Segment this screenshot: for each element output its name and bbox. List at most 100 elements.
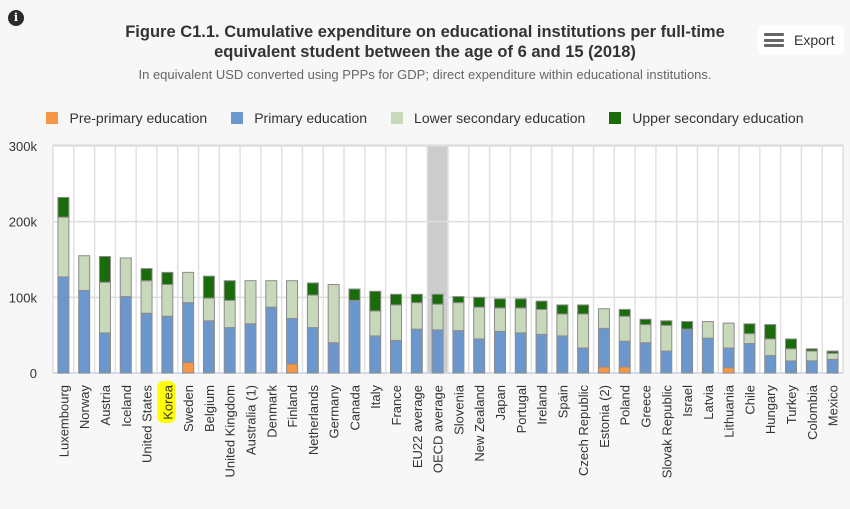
bar-stack[interactable] xyxy=(140,268,153,374)
bar-segment-primary-education[interactable] xyxy=(514,332,527,374)
bar-segment-lower-secondary-education[interactable] xyxy=(785,348,798,362)
bar-stack[interactable] xyxy=(306,282,319,374)
bar-segment-primary-education[interactable] xyxy=(577,347,590,374)
bar-stack[interactable] xyxy=(119,257,132,374)
bar-segment-primary-education[interactable] xyxy=(119,296,132,374)
bar-stack[interactable] xyxy=(826,350,839,374)
bar-segment-lower-secondary-education[interactable] xyxy=(98,281,111,334)
bar-segment-primary-education[interactable] xyxy=(597,327,610,368)
bar-segment-lower-secondary-education[interactable] xyxy=(119,257,132,298)
bar-segment-lower-secondary-education[interactable] xyxy=(182,271,195,304)
bar-segment-lower-secondary-education[interactable] xyxy=(286,280,299,320)
bar-stack[interactable] xyxy=(265,280,278,374)
bar-segment-lower-secondary-education[interactable] xyxy=(410,302,423,330)
bar-segment-upper-secondary-education[interactable] xyxy=(348,288,361,301)
bar-segment-primary-education[interactable] xyxy=(369,335,382,374)
bar-stack[interactable] xyxy=(722,322,735,374)
bar-stack[interactable] xyxy=(639,318,652,374)
bar-segment-upper-secondary-education[interactable] xyxy=(785,338,798,350)
bar-segment-lower-secondary-education[interactable] xyxy=(390,304,403,341)
bar-segment-upper-secondary-education[interactable] xyxy=(681,321,694,330)
bar-stack[interactable] xyxy=(202,275,215,374)
bar-stack[interactable] xyxy=(785,338,798,374)
bar-stack[interactable] xyxy=(369,290,382,374)
bar-segment-upper-secondary-education[interactable] xyxy=(639,318,652,326)
bar-segment-lower-secondary-education[interactable] xyxy=(202,297,215,322)
legend-item-upper-secondary[interactable]: Upper secondary education xyxy=(609,110,804,126)
bar-segment-upper-secondary-education[interactable] xyxy=(535,300,548,310)
bar-segment-lower-secondary-education[interactable] xyxy=(514,307,527,334)
bar-segment-upper-secondary-education[interactable] xyxy=(98,255,111,283)
legend-item-primary[interactable]: Primary education xyxy=(231,110,367,126)
bar-stack[interactable] xyxy=(57,196,70,374)
bar-segment-primary-education[interactable] xyxy=(265,306,278,374)
bar-segment-lower-secondary-education[interactable] xyxy=(244,280,257,325)
bar-segment-upper-secondary-education[interactable] xyxy=(660,320,673,326)
bar-segment-upper-secondary-education[interactable] xyxy=(390,293,403,306)
bar-stack[interactable] xyxy=(577,304,590,374)
bar-stack[interactable] xyxy=(764,324,777,374)
bar-segment-primary-education[interactable] xyxy=(202,320,215,374)
bar-segment-upper-secondary-education[interactable] xyxy=(57,196,70,218)
bar-stack[interactable] xyxy=(660,320,673,374)
bar-stack[interactable] xyxy=(743,323,756,374)
bar-segment-pre-primary-education[interactable] xyxy=(182,361,195,374)
bar-segment-upper-secondary-education[interactable] xyxy=(764,324,777,340)
bar-segment-upper-secondary-education[interactable] xyxy=(826,350,839,354)
bar-segment-upper-secondary-education[interactable] xyxy=(493,298,506,309)
bar-segment-upper-secondary-education[interactable] xyxy=(161,271,174,285)
bar-segment-lower-secondary-education[interactable] xyxy=(826,352,839,360)
bar-segment-lower-secondary-education[interactable] xyxy=(722,322,735,349)
bar-segment-pre-primary-education[interactable] xyxy=(618,366,631,374)
bar-stack[interactable] xyxy=(431,293,444,374)
bar-stack[interactable] xyxy=(514,298,527,374)
bar-segment-primary-education[interactable] xyxy=(805,360,818,374)
bar-segment-lower-secondary-education[interactable] xyxy=(660,324,673,352)
bar-segment-upper-secondary-education[interactable] xyxy=(140,268,153,282)
bar-segment-lower-secondary-education[interactable] xyxy=(265,280,278,308)
bar-segment-upper-secondary-education[interactable] xyxy=(743,323,756,335)
bar-segment-primary-education[interactable] xyxy=(556,335,569,374)
bar-segment-lower-secondary-education[interactable] xyxy=(140,280,153,314)
bar-segment-lower-secondary-education[interactable] xyxy=(57,216,70,278)
bar-segment-primary-education[interactable] xyxy=(244,323,257,374)
bar-segment-primary-education[interactable] xyxy=(681,328,694,374)
bar-segment-primary-education[interactable] xyxy=(764,355,777,374)
bar-segment-pre-primary-education[interactable] xyxy=(597,366,610,374)
bar-segment-lower-secondary-education[interactable] xyxy=(78,255,91,292)
bar-stack[interactable] xyxy=(161,271,174,374)
bar-segment-primary-education[interactable] xyxy=(182,302,195,363)
bar-segment-lower-secondary-education[interactable] xyxy=(369,310,382,337)
bar-segment-lower-secondary-education[interactable] xyxy=(452,302,465,332)
bar-stack[interactable] xyxy=(327,283,340,374)
bar-segment-primary-education[interactable] xyxy=(785,360,798,374)
bar-stack[interactable] xyxy=(244,280,257,374)
bar-segment-lower-secondary-education[interactable] xyxy=(764,338,777,357)
bar-stack[interactable] xyxy=(98,255,111,374)
bar-stack[interactable] xyxy=(556,304,569,374)
bar-segment-upper-secondary-education[interactable] xyxy=(514,298,527,309)
bar-segment-primary-education[interactable] xyxy=(306,327,319,374)
bar-segment-lower-secondary-education[interactable] xyxy=(701,321,714,339)
bar-segment-primary-education[interactable] xyxy=(743,342,756,374)
bar-segment-upper-secondary-education[interactable] xyxy=(556,304,569,315)
bar-stack[interactable] xyxy=(348,288,361,374)
bar-segment-lower-secondary-education[interactable] xyxy=(556,313,569,337)
bar-segment-lower-secondary-education[interactable] xyxy=(597,308,610,329)
bar-stack[interactable] xyxy=(805,348,818,374)
bar-segment-primary-education[interactable] xyxy=(223,327,236,374)
bar-segment-primary-education[interactable] xyxy=(327,342,340,374)
bar-segment-lower-secondary-education[interactable] xyxy=(493,307,506,332)
bar-segment-primary-education[interactable] xyxy=(618,340,631,368)
bar-segment-primary-education[interactable] xyxy=(431,329,444,374)
bar-segment-primary-education[interactable] xyxy=(660,350,673,374)
bar-segment-lower-secondary-education[interactable] xyxy=(618,315,631,342)
bar-segment-primary-education[interactable] xyxy=(161,315,174,374)
bar-segment-lower-secondary-education[interactable] xyxy=(306,294,319,329)
bar-segment-upper-secondary-education[interactable] xyxy=(452,296,465,304)
bar-segment-primary-education[interactable] xyxy=(78,290,91,374)
bar-stack[interactable] xyxy=(535,300,548,374)
bar-segment-primary-education[interactable] xyxy=(639,342,652,374)
bar-segment-lower-secondary-education[interactable] xyxy=(743,333,756,344)
bar-stack[interactable] xyxy=(223,280,236,374)
